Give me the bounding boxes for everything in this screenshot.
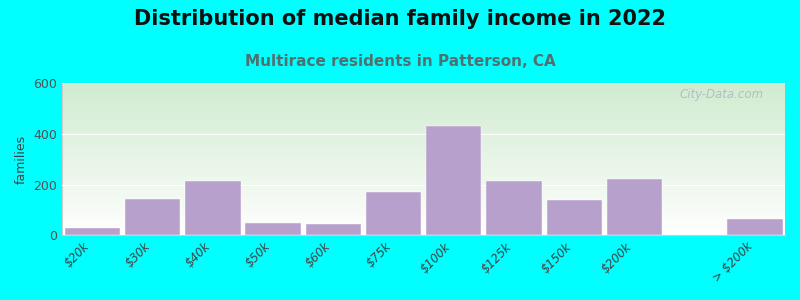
Bar — [246, 223, 301, 235]
Text: Multirace residents in Patterson, CA: Multirace residents in Patterson, CA — [245, 54, 555, 69]
Bar — [606, 179, 662, 235]
Bar — [366, 192, 422, 235]
Y-axis label: families: families — [15, 135, 28, 184]
Bar — [306, 224, 361, 235]
Bar — [426, 126, 482, 235]
Text: Distribution of median family income in 2022: Distribution of median family income in … — [134, 9, 666, 29]
Text: City-Data.com: City-Data.com — [679, 88, 763, 100]
Bar — [486, 181, 542, 235]
Bar — [65, 228, 120, 235]
Bar — [185, 181, 241, 235]
Bar — [546, 200, 602, 235]
Bar — [125, 199, 180, 235]
Bar — [727, 219, 782, 235]
